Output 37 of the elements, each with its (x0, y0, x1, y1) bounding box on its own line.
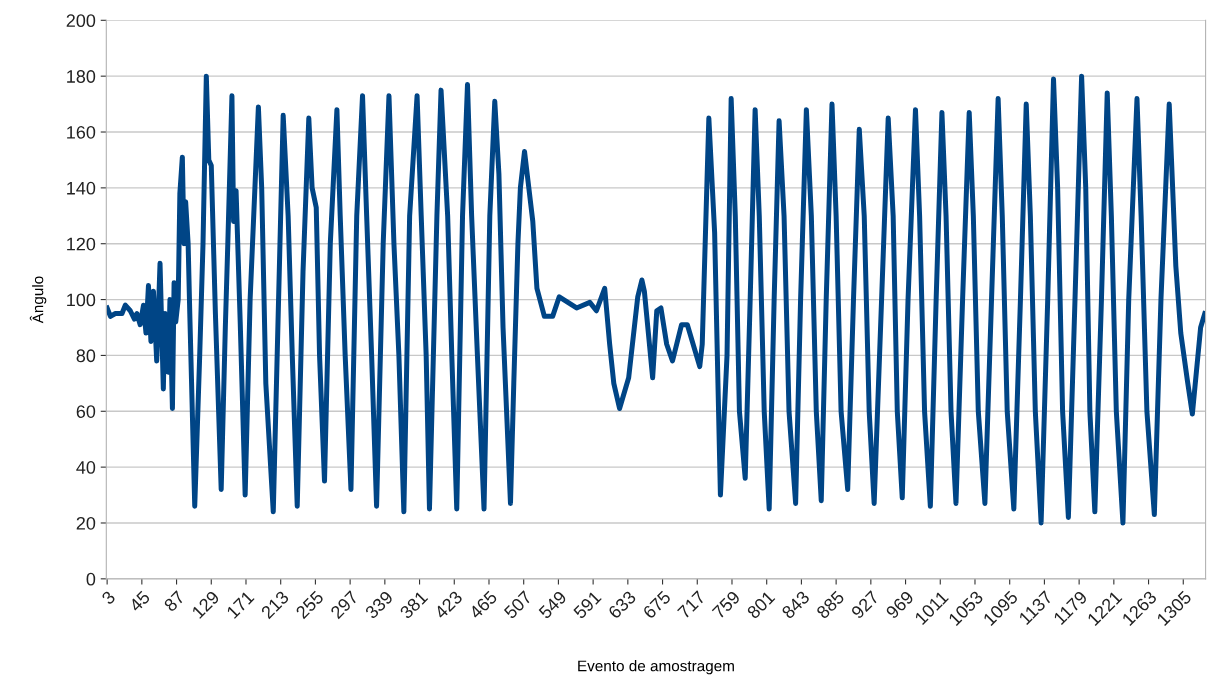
x-tick-label: 255 (295, 590, 325, 620)
x-tick-label: 171 (226, 590, 255, 619)
y-axis-title: Ângulo (29, 276, 47, 324)
y-tick-label: 20 (76, 516, 96, 530)
y-tick-label: 60 (76, 405, 96, 418)
x-tick-label: 297 (329, 590, 359, 620)
x-tick-label: 885 (815, 590, 845, 620)
x-tick-label: 843 (781, 590, 811, 620)
x-tick-label: 801 (746, 590, 776, 620)
x-tick-label: 717 (677, 590, 706, 620)
x-tick-label: 549 (537, 590, 568, 620)
x-tick-label: 927 (850, 590, 880, 620)
x-tick-label: 423 (433, 590, 464, 620)
x-tick-label: 633 (607, 590, 637, 620)
y-tick-label: 140 (67, 181, 96, 195)
x-axis-title: Evento de amostragem (578, 660, 734, 675)
x-tick-label: 591 (572, 590, 602, 620)
x-tick-label: 87 (163, 590, 186, 613)
x-tick-label: 129 (191, 590, 221, 619)
x-tick-label: 381 (399, 590, 429, 620)
x-tick-label: 969 (885, 590, 915, 620)
y-tick-label: 100 (67, 293, 96, 307)
x-tick-label: 45 (128, 590, 151, 613)
y-tick-label: 120 (67, 237, 96, 251)
y-tick-label: 40 (76, 461, 96, 474)
y-tick-label: 160 (67, 125, 96, 139)
x-tick-label: 507 (503, 590, 533, 620)
x-tick-label: 465 (468, 590, 498, 620)
y-tick-label: 0 (86, 572, 96, 586)
x-tick-label: 3 (100, 590, 116, 606)
x-tick-label: 339 (364, 590, 394, 620)
y-tick-label: 200 (66, 14, 96, 28)
y-tick-label: 80 (76, 349, 96, 363)
y-tick-label: 180 (67, 70, 96, 83)
x-tick-label: 759 (711, 590, 741, 620)
x-tick-label: 213 (260, 590, 290, 620)
x-tick-label: 675 (642, 590, 672, 620)
